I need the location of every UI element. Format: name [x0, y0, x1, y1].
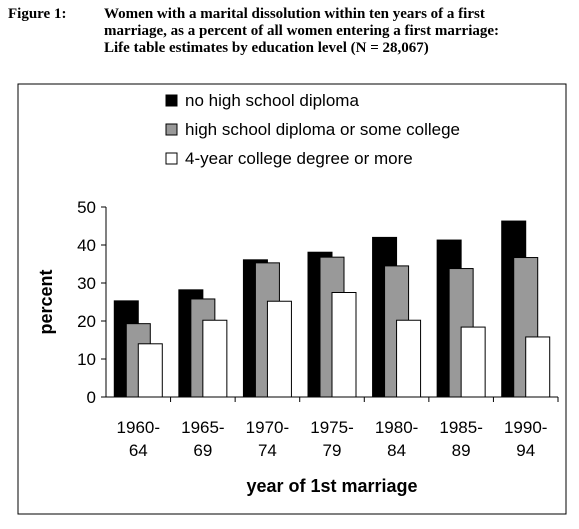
x-tick-label: 1985- — [439, 418, 482, 437]
x-tick-label: 1980- — [375, 418, 418, 437]
legend-label-no-diploma: no high school diploma — [185, 91, 359, 110]
chart-frame — [17, 83, 567, 515]
figure-title-line-3: Life table estimates by education level … — [104, 40, 429, 56]
bar-college — [331, 292, 357, 398]
bar-college — [525, 336, 551, 398]
legend-label-college: 4-year college degree or more — [185, 149, 413, 168]
x-tick-label: 1990- — [504, 418, 547, 437]
x-tick-label: 64 — [129, 441, 148, 460]
x-tick-label: 79 — [323, 441, 342, 460]
x-tick-label: 89 — [452, 441, 471, 460]
x-tick-label: 74 — [258, 441, 277, 460]
y-axis-title: percent — [36, 269, 56, 334]
y-tick-label: 40 — [77, 236, 96, 255]
legend-swatch-no-diploma — [165, 94, 178, 107]
bar-college — [137, 343, 163, 398]
bar-college — [460, 326, 486, 398]
legend-label-hs-diploma: high school diploma or some college — [185, 120, 460, 139]
x-tick-label: 84 — [387, 441, 406, 460]
y-tick-label: 20 — [77, 312, 96, 331]
x-axis-title: year of 1st marriage — [246, 476, 417, 496]
legend-swatch-college — [165, 152, 178, 165]
x-tick-label: 94 — [516, 441, 535, 460]
x-tick-label: 1975- — [310, 418, 353, 437]
bar-college — [202, 319, 228, 398]
x-axis: 1960- 64 1965- 69 1970- 74 1975- 79 1980- 84 1985-… — [106, 396, 559, 460]
figure-title: Women with a marital dissolution within … — [104, 6, 574, 57]
y-tick-label: 30 — [77, 274, 96, 293]
bar-college — [266, 300, 292, 398]
y-tick-label: 10 — [77, 350, 96, 369]
bar-college — [396, 319, 422, 398]
legend-swatch-hs-diploma — [165, 123, 178, 136]
bars — [113, 220, 551, 398]
x-tick-label: 1970- — [246, 418, 289, 437]
y-axis: 0 10 20 30 40 50 — [77, 198, 107, 407]
figure-title-line-1: Women with a marital dissolution within … — [104, 6, 485, 22]
x-tick-label: 1965- — [181, 418, 224, 437]
legend: no high school diploma high school diplo… — [165, 91, 460, 168]
x-tick-label: 1960- — [117, 418, 160, 437]
figure-title-line-2: marriage, as a percent of all women ente… — [104, 23, 500, 39]
figure-label: Figure 1: — [8, 6, 67, 22]
y-tick-label: 0 — [87, 388, 96, 407]
y-tick-label: 50 — [77, 198, 96, 217]
x-tick-label: 69 — [193, 441, 212, 460]
